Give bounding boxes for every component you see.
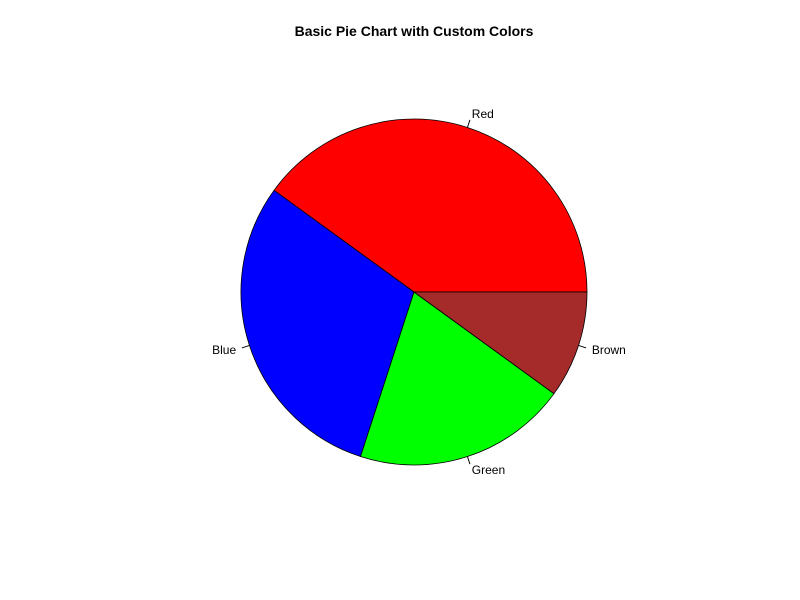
label-tick-green bbox=[466, 456, 471, 465]
label-tick-brown bbox=[578, 344, 587, 349]
chart-title: Basic Pie Chart with Custom Colors bbox=[295, 23, 534, 39]
label-tick-red bbox=[466, 119, 471, 128]
pie-slices bbox=[240, 118, 588, 466]
label-tick-blue bbox=[241, 344, 250, 349]
pie-labels: Red Blue Green Brown bbox=[212, 107, 626, 477]
slice-label-green: Green bbox=[472, 463, 505, 477]
slice-label-brown: Brown bbox=[592, 343, 626, 357]
slice-label-blue: Blue bbox=[212, 343, 236, 357]
slice-label-red: Red bbox=[472, 107, 494, 121]
